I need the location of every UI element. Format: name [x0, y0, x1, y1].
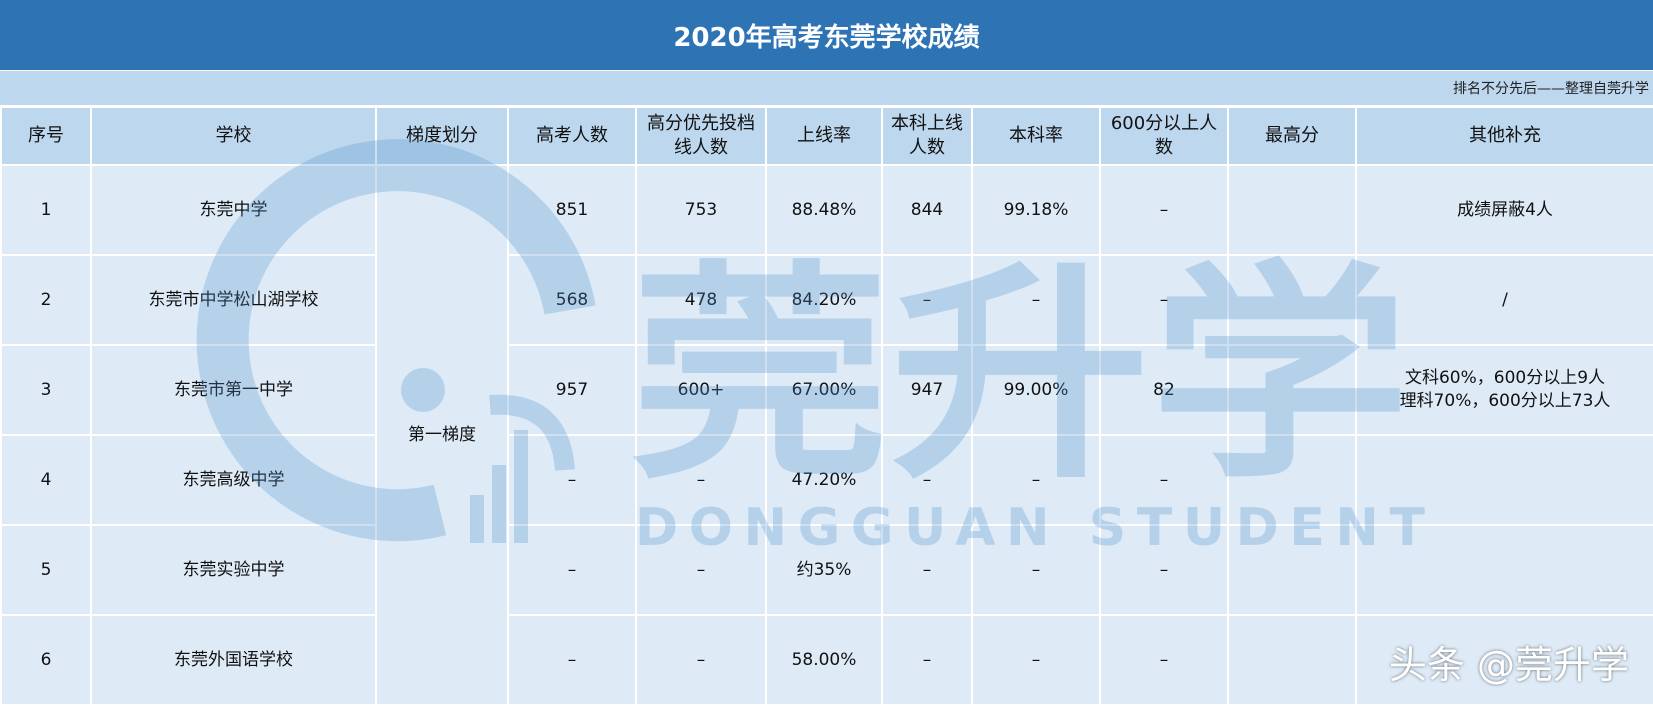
- header-school: 学校: [90, 106, 377, 166]
- cell-pass-rate: 58.00%: [765, 614, 883, 705]
- table-row: 1 东莞中学 第一梯度 851 753 88.48% 844 99.18% – 成绩屏蔽4人: [0, 164, 1653, 705]
- cell-bachelor-rate: –: [971, 614, 1101, 705]
- other-note-line: 理科70%，600分以上73人: [1399, 391, 1611, 411]
- cell-over600: 82: [1099, 344, 1229, 436]
- cell-bachelor-count: –: [881, 524, 973, 616]
- cell-exam-count: –: [507, 524, 637, 616]
- table-body: 1 东莞中学 第一梯度 851 753 88.48% 844 99.18% – 成绩屏蔽4人 2 东莞…: [0, 164, 1653, 705]
- table-row: 6 东莞外国语学校 – –58.00% – – –: [0, 614, 1653, 705]
- header-over600: 600分以上人数: [1099, 106, 1229, 166]
- cell-max-score: [1227, 344, 1357, 436]
- cell-index: 4: [0, 434, 92, 526]
- cell-other: 文科60%，600分以上9人 理科70%，600分以上73人: [1355, 344, 1653, 436]
- cell-exam-count: –: [507, 434, 637, 526]
- cell-other: [1355, 434, 1653, 526]
- cell-max-score: [1227, 164, 1357, 256]
- cell-bachelor-rate: 99.00%: [971, 344, 1101, 436]
- cell-bachelor-count: 844: [881, 164, 973, 256]
- other-note-line: /: [1502, 289, 1508, 310]
- cell-over600: –: [1099, 164, 1229, 256]
- cell-school: 东莞市第一中学: [90, 344, 377, 436]
- cell-school: 东莞外国语学校: [90, 614, 377, 705]
- cell-school: 东莞市中学松山湖学校: [90, 254, 377, 346]
- header-index: 序号: [0, 106, 92, 166]
- source-note: 排名不分先后——整理自莞升学: [0, 71, 1653, 105]
- page-title: 2020年高考东莞学校成绩: [0, 0, 1653, 70]
- header-other: 其他补充: [1355, 106, 1653, 166]
- table-row: 3 东莞市第一中学 957 600+ 67.00% 947 99.00% 82 文科60%，60…: [0, 344, 1653, 436]
- cell-index: 1: [0, 164, 92, 256]
- cell-school: 东莞高级中学: [90, 434, 377, 526]
- cell-bachelor-rate: –: [971, 434, 1101, 526]
- other-note-line: 文科60%，600分以上9人: [1404, 368, 1606, 389]
- cell-max-score: [1227, 524, 1357, 616]
- cell-over600: –: [1099, 434, 1229, 526]
- cell-bachelor-rate: –: [971, 524, 1101, 616]
- cell-exam-count: –: [507, 614, 637, 705]
- header-high-score-line: 高分优先投档线人数: [635, 106, 767, 166]
- table-row: 2 东莞市中学松山湖学校 568 478 84.20% – – – /: [0, 254, 1653, 346]
- cell-index: 3: [0, 344, 92, 436]
- cell-pass-rate: 67.00%: [765, 344, 883, 436]
- cell-school: 东莞中学: [90, 164, 377, 256]
- header-bachelor-rate: 本科率: [971, 106, 1101, 166]
- cell-other: [1355, 614, 1653, 705]
- cell-high-score-line: –: [635, 434, 767, 526]
- table-row: 5 东莞实验中学 – – 约35% – – –: [0, 524, 1653, 616]
- cell-bachelor-rate: –: [971, 254, 1101, 346]
- cell-bachelor-count: –: [881, 434, 973, 526]
- cell-exam-count: 851: [507, 164, 637, 256]
- cell-over600: –: [1099, 254, 1229, 346]
- cell-exam-count: 957: [507, 344, 637, 436]
- cell-tier: 第一梯度: [375, 164, 509, 705]
- cell-index: 6: [0, 614, 92, 705]
- cell-high-score-line: 753: [635, 164, 767, 256]
- cell-bachelor-count: –: [881, 614, 973, 705]
- cell-over600: –: [1099, 614, 1229, 705]
- cell-index: 2: [0, 254, 92, 346]
- cell-other: 成绩屏蔽4人: [1355, 164, 1653, 256]
- header-max-score: 最高分: [1227, 106, 1357, 166]
- other-note-line: 成绩屏蔽4人: [1457, 199, 1553, 220]
- cell-high-score-line: 600+: [635, 344, 767, 436]
- cell-pass-rate: 88.48%: [765, 164, 883, 256]
- cell-max-score: [1227, 254, 1357, 346]
- cell-max-score: [1227, 614, 1357, 705]
- cell-pass-rate: 47.20%: [765, 434, 883, 526]
- cell-bachelor-rate: 99.18%: [971, 164, 1101, 256]
- cell-school: 东莞实验中学: [90, 524, 377, 616]
- cell-high-score-line: –: [635, 524, 767, 616]
- corner-watermark: 头条 @莞升学: [1388, 643, 1629, 687]
- cell-over600: –: [1099, 524, 1229, 616]
- table-row: 4 东莞高级中学 – –47.20% – – –: [0, 434, 1653, 526]
- header-pass-rate: 上线率: [765, 106, 883, 166]
- cell-other: [1355, 524, 1653, 616]
- cell-exam-count: 568: [507, 254, 637, 346]
- cell-bachelor-count: –: [881, 254, 973, 346]
- cell-pass-rate: 约35%: [765, 524, 883, 616]
- cell-other: /: [1355, 254, 1653, 346]
- cell-index: 5: [0, 524, 92, 616]
- cell-bachelor-count: 947: [881, 344, 973, 436]
- cell-high-score-line: –: [635, 614, 767, 705]
- header-row: 序号 学校 梯度划分 高考人数 高分优先投档线人数 上线率 本科上线人数 本科率…: [0, 106, 1653, 166]
- cell-max-score: [1227, 434, 1357, 526]
- header-bachelor-count: 本科上线人数: [881, 106, 973, 166]
- cell-pass-rate: 84.20%: [765, 254, 883, 346]
- cell-high-score-line: 478: [635, 254, 767, 346]
- header-tier: 梯度划分: [375, 106, 509, 166]
- results-table: 序号 学校 梯度划分 高考人数 高分优先投档线人数 上线率 本科上线人数 本科率…: [0, 106, 1653, 705]
- header-exam-count: 高考人数: [507, 106, 637, 166]
